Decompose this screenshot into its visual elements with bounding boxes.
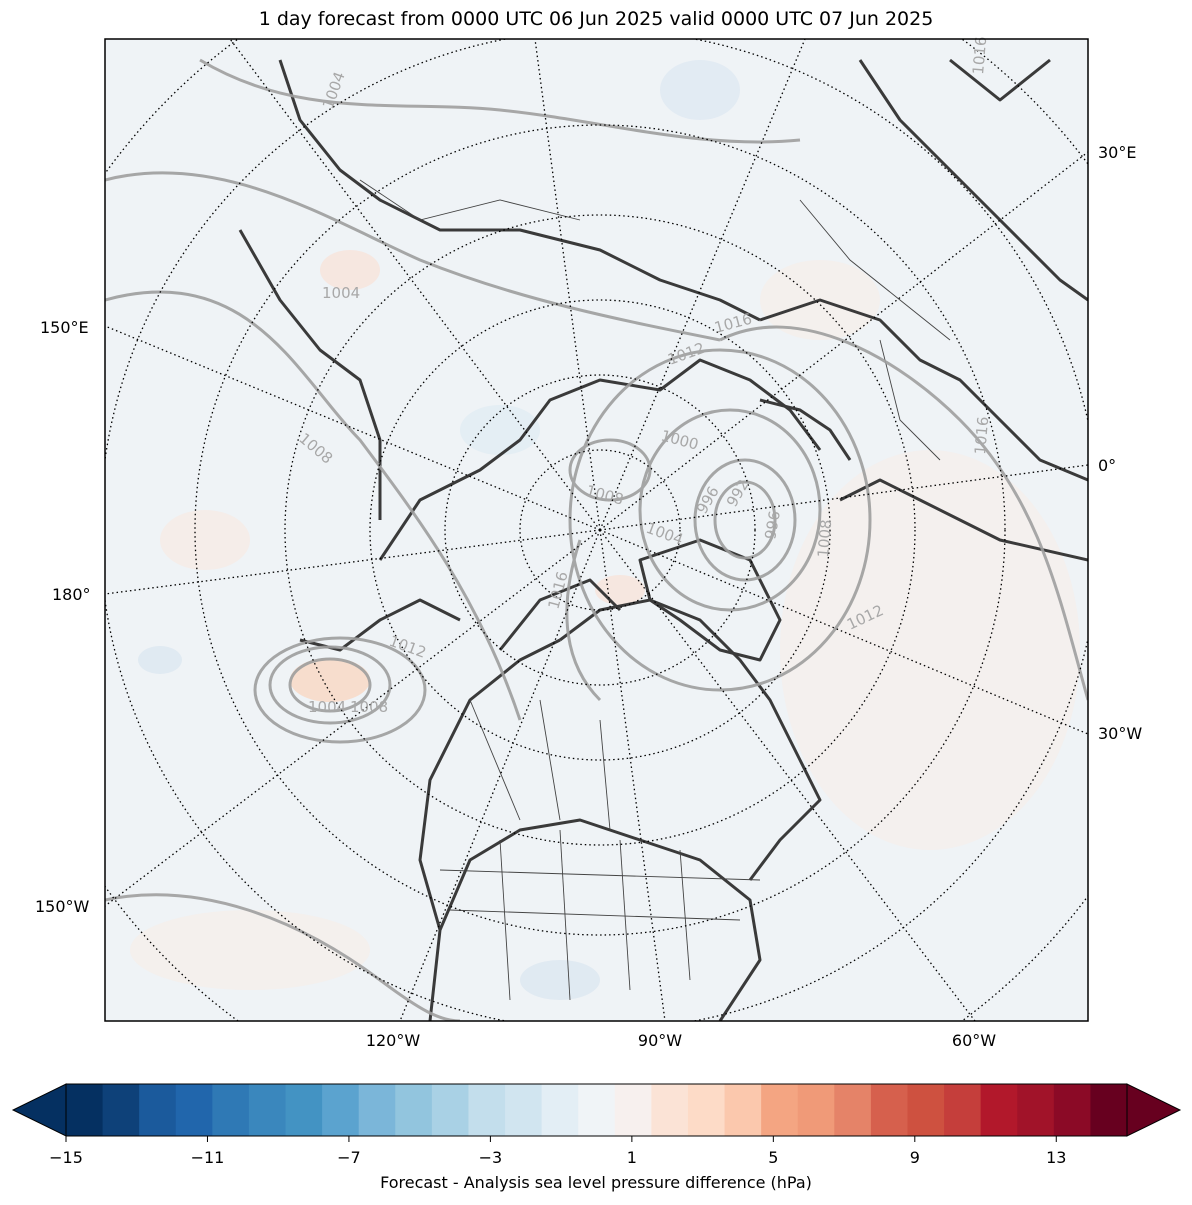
colorbar-frame	[65, 1083, 1128, 1137]
colorbar-bin	[212, 1084, 250, 1136]
colorbar-bin	[175, 1084, 213, 1136]
lon-label-120w: 120°W	[365, 1031, 421, 1050]
colorbar-bin	[1053, 1084, 1092, 1136]
colorbar-label: Forecast - Analysis sea level pressure d…	[380, 1173, 812, 1192]
map-title: 1 day forecast from 0000 UTC 06 Jun 2025…	[258, 8, 934, 30]
colorbar-bin	[1017, 1084, 1055, 1136]
colorbar-bin	[541, 1084, 579, 1136]
colorbar-bin	[395, 1084, 433, 1136]
colorbar-bin	[834, 1084, 872, 1136]
colorbar-tick-label: 9	[909, 1148, 920, 1167]
colorbar	[11, 1083, 1182, 1142]
colorbar-extend-min	[11, 1083, 67, 1137]
isobar-label: 1004	[308, 698, 346, 716]
colorbar-bin	[285, 1084, 323, 1136]
colorbar-bin	[468, 1084, 506, 1136]
isobars	[105, 58, 1088, 1021]
lon-label-150w: 150°W	[35, 897, 90, 916]
colorbar-bin	[614, 1084, 652, 1136]
colorbar-bin	[761, 1084, 799, 1136]
graticule	[105, 39, 1088, 1021]
colorbar-tick-label: 13	[1046, 1148, 1067, 1167]
isobar-label: 1004	[322, 284, 360, 302]
colorbar-tick-label: −15	[49, 1148, 83, 1167]
colorbar-tick-label: −3	[478, 1148, 503, 1167]
colorbar-bin	[578, 1084, 616, 1136]
lon-label-0: 0°	[1098, 456, 1117, 475]
lon-label-180: 180°	[52, 585, 91, 604]
colorbar-bin	[1090, 1084, 1128, 1136]
colorbar-tick-label: −11	[190, 1148, 225, 1167]
lon-label-60w: 60°W	[951, 1031, 997, 1050]
lon-label-90w: 90°W	[637, 1031, 683, 1050]
colorbar-bin	[907, 1084, 945, 1136]
colorbar-tick-label: 1	[626, 1148, 637, 1167]
colorbar-bin	[651, 1084, 689, 1136]
colorbar-bin	[944, 1084, 982, 1136]
borders	[359, 179, 951, 1001]
colorbar-bin	[139, 1084, 177, 1136]
colorbar-bin	[724, 1084, 762, 1136]
colorbar-bin	[797, 1084, 835, 1136]
colorbar-bin	[431, 1084, 470, 1136]
isobar-label: 1016	[971, 416, 992, 456]
isobar-label: 996	[761, 509, 784, 540]
colorbar-bin	[505, 1084, 543, 1136]
colorbar-bin	[248, 1084, 287, 1136]
isobar-label: 1016	[969, 36, 990, 76]
colorbar-bin	[66, 1084, 104, 1136]
lon-label-30w: 30°W	[1098, 724, 1143, 743]
colorbar-bin	[358, 1084, 396, 1136]
colorbar-bin	[102, 1084, 140, 1136]
colorbar-bin	[322, 1084, 360, 1136]
isobar-label: 1008	[814, 519, 835, 559]
colorbar-tick-label: −7	[337, 1148, 361, 1167]
coastlines	[238, 58, 1088, 1021]
map-frame	[104, 38, 1089, 1022]
colorbar-bin	[980, 1084, 1018, 1136]
lon-label-30e: 30°E	[1098, 143, 1137, 162]
map-panel	[105, 39, 1088, 1021]
colorbar-extend-max	[1126, 1083, 1182, 1137]
lon-label-150e: 150°E	[40, 318, 89, 337]
colorbar-tick-label: 5	[768, 1148, 779, 1167]
colorbar-bin	[870, 1084, 909, 1136]
colorbar-bin	[687, 1084, 726, 1136]
isobar-label: 1008	[350, 698, 388, 716]
